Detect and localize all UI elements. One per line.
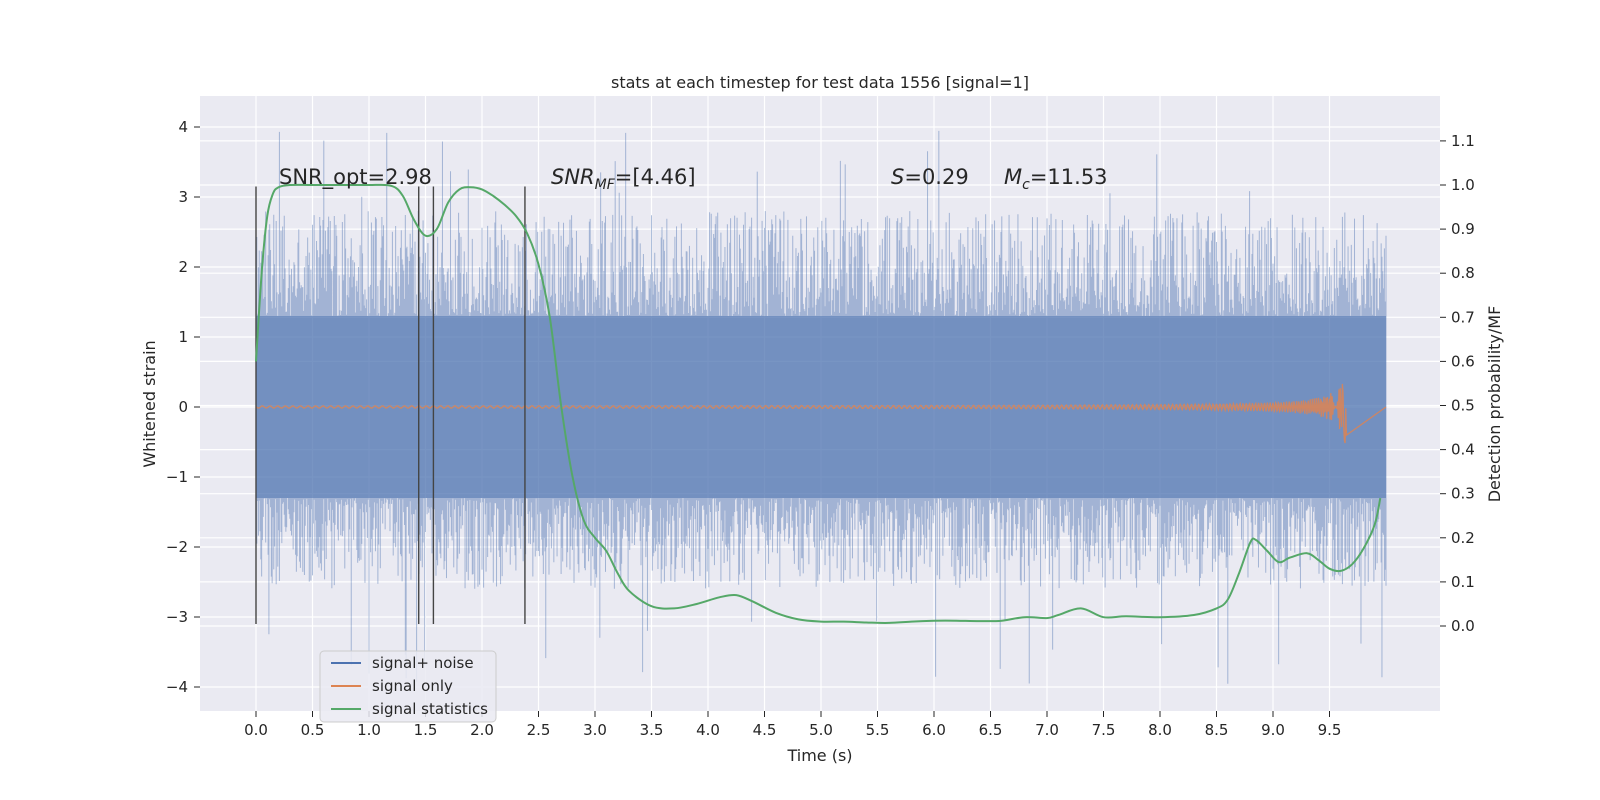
statistics-series: [255, 183, 1382, 624]
x-tick-label: 8.0: [1148, 721, 1172, 739]
legend: signal+ noise signal only signal statist…: [319, 650, 497, 723]
y-tick-label: 4: [178, 118, 188, 136]
y2-tick-label: 1.1: [1451, 132, 1475, 150]
annotation-mc: Mc=11.53: [1004, 165, 1108, 193]
y2-tick-label: 0.4: [1451, 441, 1475, 459]
y2-axis-label: Detection probability/MF: [1485, 306, 1504, 503]
x-tick-label: 8.5: [1205, 721, 1229, 739]
y-tick-label: −4: [166, 678, 188, 696]
x-tick-label: 5.0: [809, 721, 833, 739]
x-tick-label: 0.0: [244, 721, 268, 739]
x-tick-label: 3.0: [583, 721, 607, 739]
x-tick-label: 9.0: [1261, 721, 1285, 739]
x-tick-label: 9.5: [1318, 721, 1342, 739]
x-tick-label: 4.5: [753, 721, 777, 739]
annotation-s-base: S: [891, 165, 904, 189]
legend-label-statistics: signal statistics: [372, 700, 488, 718]
vline-layer: [255, 186, 526, 624]
annotation-mc-rest: =11.53: [1030, 165, 1108, 189]
annotation-s-rest: =0.29: [904, 165, 968, 189]
y2-tick-label: 0.3: [1451, 485, 1475, 503]
y2-tick-label: 0.8: [1451, 264, 1475, 282]
x-tick-label: 6.0: [922, 721, 946, 739]
y2-tick-label: 0.2: [1451, 529, 1475, 547]
y2-tick-label: 0.7: [1451, 308, 1475, 326]
x-tick-label: 2.5: [527, 721, 551, 739]
annotation-s: S=0.29: [891, 165, 969, 189]
y-tick-label: 3: [178, 188, 188, 206]
statistics-series-layer: [255, 183, 1382, 624]
x-tick-label: 2.0: [470, 721, 494, 739]
annotation-snr-mf-base: SNR: [551, 165, 595, 189]
annotation-snr-opt: SNR_opt=2.98: [279, 165, 432, 190]
y-tick-label: −1: [166, 468, 188, 486]
y-tick-label: 1: [178, 328, 188, 346]
chart-title: stats at each timestep for test data 155…: [611, 73, 1029, 92]
y-tick-label: 2: [178, 258, 188, 276]
legend-box: [319, 650, 497, 723]
x-tick-label: 7.5: [1092, 721, 1116, 739]
y2-tick-label: 1.0: [1451, 176, 1475, 194]
tick-layer: 0.0 0.5 1.0 1.5 2.0 2.5 3.0 3.5 4.0 4.5 5.0 5.5 6.0 6…: [166, 118, 1475, 739]
x-tick-label: 4.0: [696, 721, 720, 739]
annotation-snr-mf: SNRMF=[4.46]: [551, 165, 696, 193]
y-axis-label: Whitened strain: [140, 340, 159, 467]
signal-series: [255, 383, 1387, 444]
legend-label-noise: signal+ noise: [372, 654, 474, 672]
x-tick-label: 3.5: [640, 721, 664, 739]
x-tick-label: 1.5: [414, 721, 438, 739]
annotation-snr-mf-sub: MF: [595, 177, 616, 193]
y-tick-label: 0: [178, 398, 188, 416]
annotation-mc-base: M: [1004, 165, 1022, 189]
x-tick-label: 5.5: [866, 721, 890, 739]
y-tick-label: −3: [166, 608, 188, 626]
signal-series-layer: [255, 383, 1387, 444]
x-tick-label: 1.0: [357, 721, 381, 739]
x-tick-label: 0.5: [301, 721, 325, 739]
y2-tick-label: 0.1: [1451, 573, 1475, 591]
x-tick-label: 6.5: [979, 721, 1003, 739]
x-axis-label: Time (s): [786, 746, 852, 765]
y2-tick-label: 0.6: [1451, 352, 1475, 370]
y2-tick-label: 0.0: [1451, 617, 1475, 635]
annotation-mc-sub: c: [1022, 177, 1030, 193]
y-tick-label: −2: [166, 538, 188, 556]
annotation-snr-mf-rest: =[4.46]: [615, 165, 696, 189]
x-tick-label: 7.0: [1035, 721, 1059, 739]
y2-tick-label: 0.9: [1451, 220, 1475, 238]
y2-tick-label: 0.5: [1451, 397, 1475, 415]
legend-label-signal: signal only: [372, 677, 453, 695]
